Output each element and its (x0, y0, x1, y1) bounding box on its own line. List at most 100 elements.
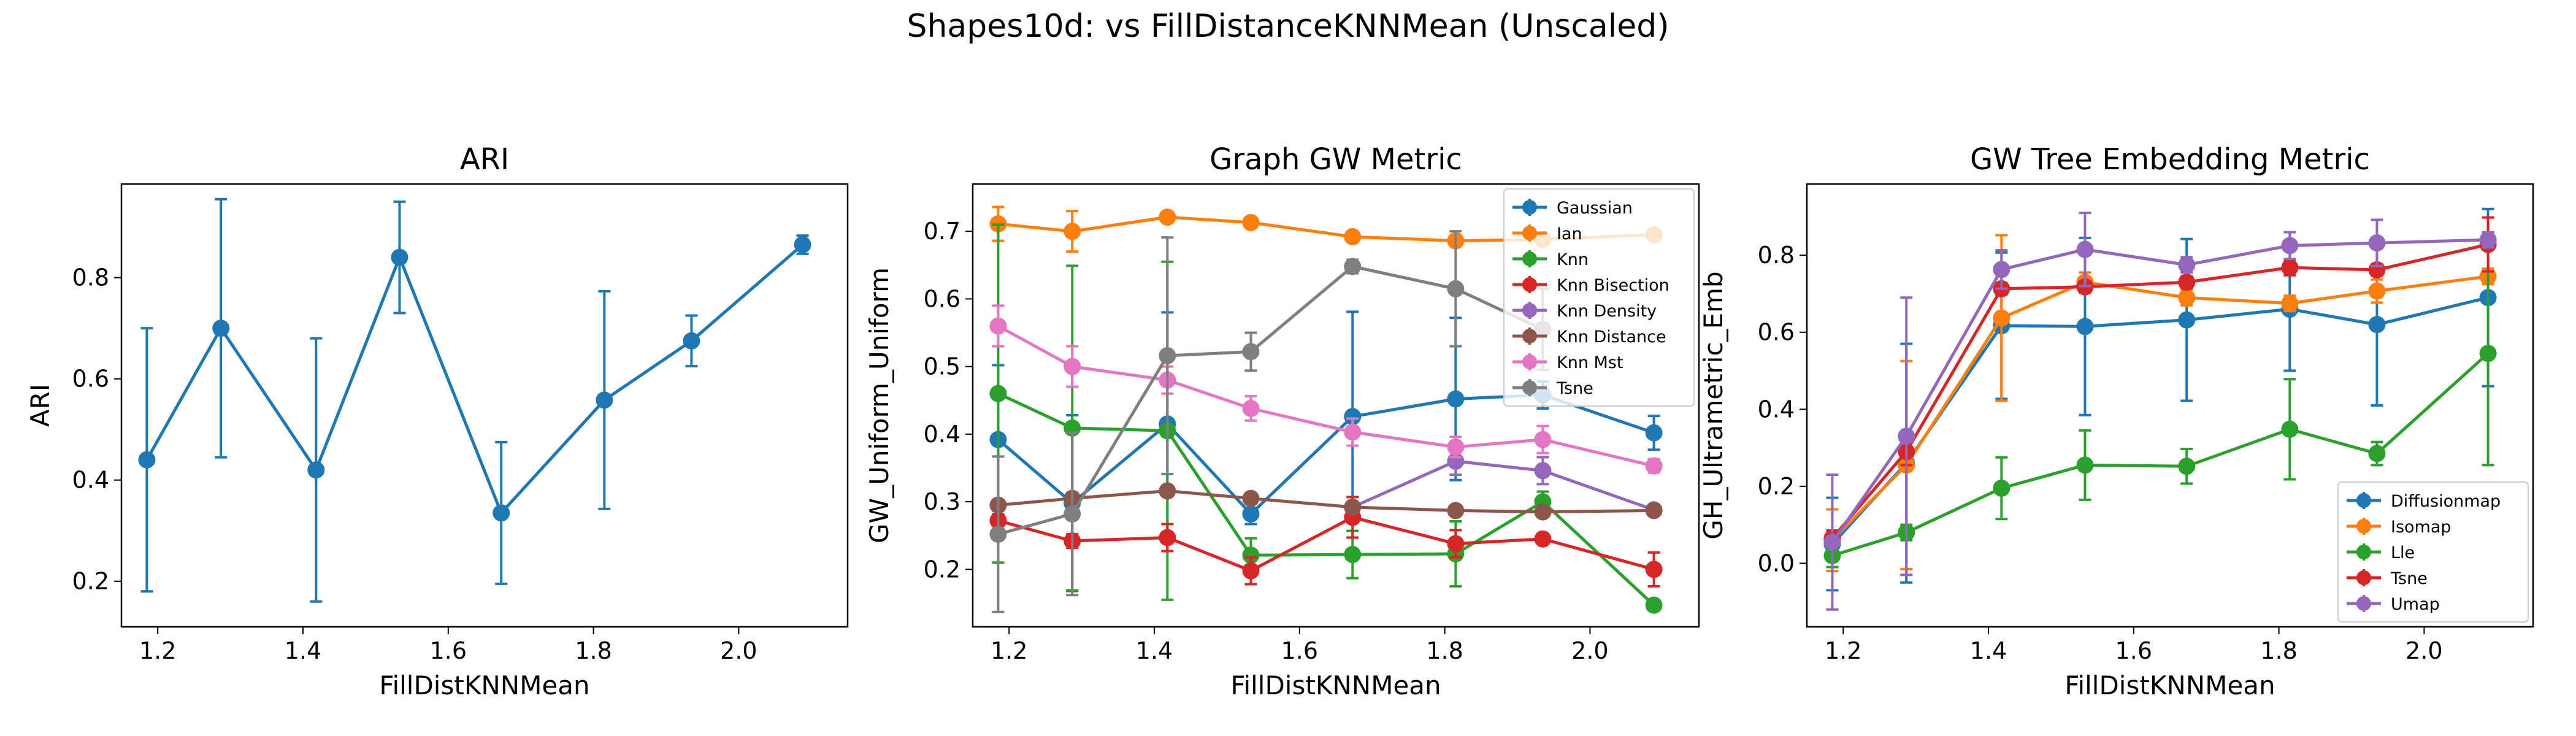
data-point (2178, 289, 2196, 307)
data-point (2479, 231, 2497, 249)
data-point (1064, 505, 1081, 523)
data-point (1344, 423, 1362, 441)
legend-label: Knn Density (1557, 302, 1657, 321)
y-tick-label: 0.6 (1758, 319, 1795, 346)
panel-title: Graph GW Metric (1209, 142, 1462, 177)
data-point (1064, 358, 1081, 375)
plot-area (1823, 207, 2497, 611)
data-point (989, 525, 1007, 543)
x-tick-label: 1.6 (430, 637, 467, 664)
x-tick-label: 2.0 (720, 637, 757, 664)
data-point (1645, 596, 1663, 614)
legend-swatch-marker (1522, 380, 1537, 395)
data-point (1447, 502, 1465, 519)
legend-item: Tsne (2347, 569, 2428, 588)
legend: Gaussian Ian Knn Knn Bisection Knn Density Kn… (1503, 188, 1695, 407)
data-point (1344, 546, 1362, 564)
data-point (2368, 316, 2386, 334)
data-point (1242, 546, 1260, 564)
data-point (1993, 309, 2011, 327)
y-tick-label: 0.4 (924, 421, 960, 448)
data-point (2281, 237, 2299, 255)
x-axis-label: FillDistKNNMean (2064, 670, 2275, 700)
y-axis-label: GH_Ultrametric_Emb (1698, 271, 1728, 539)
y-tick-label: 0.2 (72, 568, 109, 595)
legend-swatch-marker (1522, 200, 1537, 215)
x-tick-label: 1.6 (2115, 637, 2152, 664)
series-line (1352, 459, 1655, 512)
data-point (1242, 505, 1260, 523)
y-axis-label: ARI (25, 384, 55, 427)
data-point (2178, 274, 2196, 291)
legend-swatch-marker (2356, 493, 2371, 508)
series-line (145, 243, 804, 515)
legend-label: Umap (2391, 595, 2440, 614)
y-tick-label: 0.8 (1758, 242, 1795, 269)
x-tick-label: 1.4 (1136, 637, 1173, 664)
data-point (2368, 445, 2386, 462)
legend-box (1503, 188, 1695, 407)
chart-panels: ARI 1.2 1.4 1.6 1.8 2.0 0.2 0.4 0.6 0.8 FillDistKN… (25, 142, 2534, 700)
y-axis-label: GW_Uniform_Uniform (864, 267, 894, 543)
data-point (2178, 311, 2196, 329)
series-line (997, 515, 1655, 572)
legend-label: Gaussian (1557, 199, 1633, 218)
plot-area (138, 197, 811, 603)
data-point (1242, 399, 1260, 417)
data-point (1159, 209, 1176, 226)
series-line (997, 324, 1655, 468)
data-point (2281, 259, 2299, 277)
legend-label: Knn Bisection (1557, 276, 1669, 295)
legend-label: Diffusionmap (2391, 492, 2501, 511)
legend-swatch-marker (1522, 355, 1537, 369)
legend-swatch-marker (1522, 303, 1537, 318)
legend-item: Diffusionmap (2347, 492, 2501, 511)
data-point (989, 385, 1007, 402)
data-point (794, 236, 811, 254)
x-axis-label: FillDistKNNMean (379, 670, 589, 700)
data-point (1242, 489, 1260, 507)
data-point (1534, 503, 1552, 521)
data-point (2281, 420, 2299, 438)
legend-item: Gaussian (1512, 199, 1633, 218)
axes-frame (1806, 183, 2534, 628)
chart-panel-2: Graph GW Metric 1.2 1.4 1.6 1.8 2.0 0.2 0.3 0.4 0… (864, 142, 1700, 700)
data-point (989, 317, 1007, 335)
data-point (2368, 234, 2386, 252)
data-point (2076, 456, 2094, 474)
panel-title: ARI (460, 142, 509, 177)
chart-panel-1: ARI 1.2 1.4 1.6 1.8 2.0 0.2 0.4 0.6 0.8 FillDistKN… (25, 142, 849, 700)
data-point (1898, 427, 1915, 445)
legend-label: Knn Distance (1557, 328, 1666, 347)
legend-label: Tsne (1556, 379, 1593, 398)
data-point (1447, 535, 1465, 553)
x-tick-label: 1.4 (285, 637, 321, 664)
data-point (138, 451, 156, 469)
data-point (1645, 561, 1663, 578)
data-point (2479, 345, 2497, 362)
data-point (1447, 390, 1465, 408)
data-point (2281, 294, 2299, 312)
legend-label: Knn Mst (1557, 353, 1623, 372)
data-point (1447, 438, 1465, 456)
data-point (2368, 282, 2386, 300)
legend-swatch-marker (1522, 277, 1537, 292)
series-line (998, 489, 1654, 514)
data-point (212, 320, 230, 337)
data-point (1645, 502, 1663, 519)
legend-item: Isomap (2347, 518, 2451, 537)
x-tick-label: 1.2 (991, 637, 1027, 664)
legend-label: Lle (2391, 543, 2415, 562)
data-point (1344, 498, 1362, 516)
data-point (1159, 529, 1176, 546)
legend-swatch-marker (2356, 519, 2371, 534)
y-tick-label: 0.6 (924, 285, 960, 312)
data-point (493, 504, 510, 522)
axes-frame (120, 183, 849, 628)
x-tick-label: 2.0 (1571, 637, 1608, 664)
legend-swatch-marker (2356, 570, 2371, 585)
legend-item: Knn Mst (1512, 353, 1623, 372)
data-point (1344, 258, 1362, 275)
legend-item: Knn Distance (1512, 328, 1666, 347)
